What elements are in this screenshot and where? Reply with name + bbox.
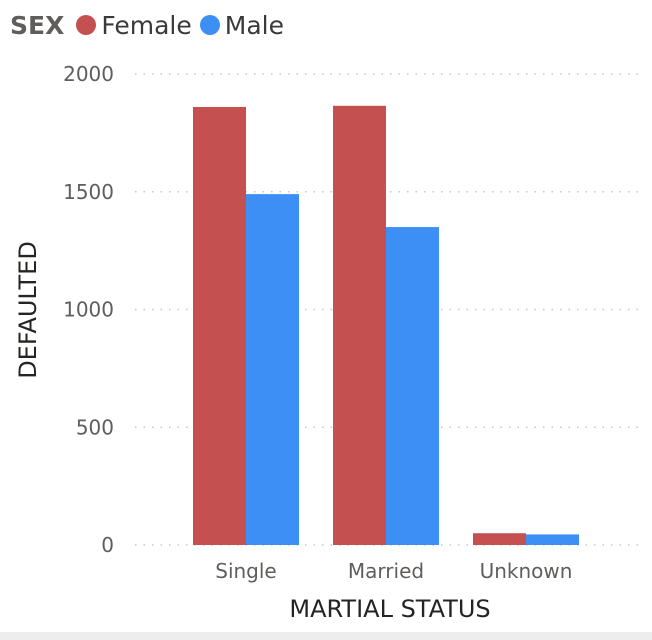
y-tick-label: 1500: [63, 180, 114, 204]
bar-male-married[interactable]: [386, 227, 439, 545]
legend-label-male: Male: [224, 10, 284, 40]
legend-item-male[interactable]: Male: [199, 10, 284, 40]
x-tick-label: Married: [348, 559, 424, 583]
y-tick-label: 1000: [63, 298, 114, 322]
legend-swatch-female: [76, 15, 97, 35]
legend-item-female[interactable]: Female: [76, 10, 192, 40]
legend-title: SEX: [10, 10, 65, 40]
bottom-border: [0, 632, 652, 640]
y-tick-label: 0: [101, 533, 114, 557]
legend: SEX Female Male: [10, 8, 292, 42]
legend-label-female: Female: [101, 10, 192, 40]
y-axis-title: DEFAULTED: [14, 241, 42, 379]
bar-male-single[interactable]: [246, 194, 299, 546]
bar-female-married[interactable]: [333, 105, 386, 545]
x-axis-title: MARTIAL STATUS: [289, 595, 490, 623]
y-tick-label: 2000: [63, 62, 114, 86]
bar-male-unknown[interactable]: [526, 534, 579, 545]
x-tick-label: Unknown: [480, 559, 573, 583]
y-tick-label: 500: [76, 415, 114, 439]
bar-female-single[interactable]: [193, 106, 246, 545]
legend-swatch-male: [199, 15, 220, 35]
x-tick-label: Single: [215, 559, 276, 583]
bar-female-unknown[interactable]: [473, 533, 526, 545]
